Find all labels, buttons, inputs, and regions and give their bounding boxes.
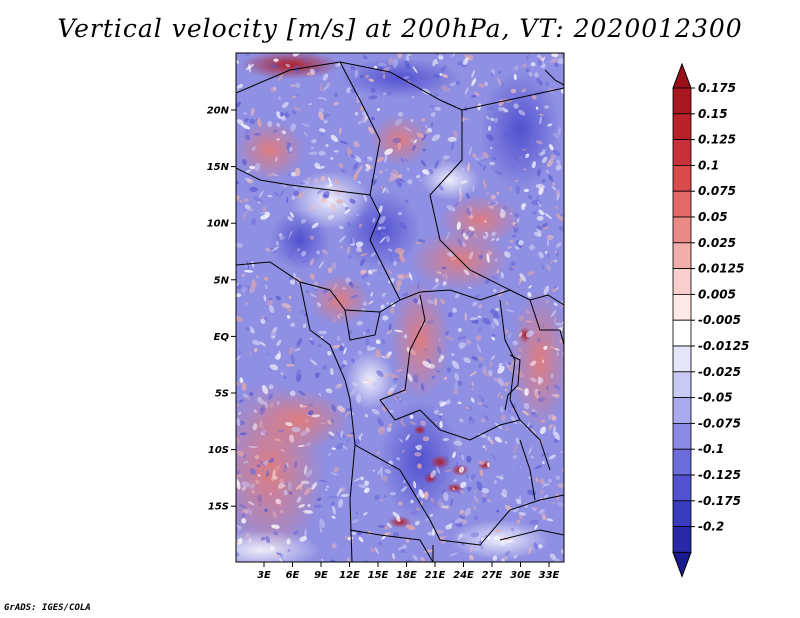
- lat-label: 15N: [207, 162, 230, 173]
- colorbar-label: -0.0125: [698, 339, 749, 353]
- lon-label: 15E: [368, 570, 389, 581]
- lon-label: 21E: [425, 570, 446, 581]
- lat-label: 20N: [207, 106, 230, 117]
- map-frame: [235, 52, 565, 563]
- velocity-field: [236, 53, 564, 562]
- colorbar-label: -0.2: [698, 520, 724, 534]
- colorbar-label: 0.175: [698, 81, 736, 95]
- colorbar-top-arrow: [672, 62, 692, 89]
- colorbar-label: 0.025: [698, 236, 736, 250]
- colorbar-label: 0.005: [698, 287, 736, 301]
- country-borders: [236, 61, 564, 562]
- colorbar-label: 0.15: [698, 107, 728, 121]
- lat-label: 15S: [208, 502, 229, 513]
- colorbar-swatch: [672, 268, 692, 295]
- colorbar-label: -0.175: [698, 494, 741, 508]
- longitude-axis: 3E 6E 9E 12E 15E 18E 21E 24E 27E 30E 33E: [257, 562, 560, 581]
- lat-label: 5S: [215, 389, 229, 400]
- lon-label: 12E: [339, 570, 360, 581]
- lon-label: 27E: [482, 570, 503, 581]
- lat-label: 10S: [208, 445, 229, 456]
- colorbar-label: -0.005: [698, 313, 741, 327]
- lon-label: 6E: [286, 570, 300, 581]
- colorbar-swatch: [672, 345, 692, 373]
- lon-label: 24E: [453, 570, 474, 581]
- lat-label: 5N: [214, 275, 230, 286]
- colorbar-swatch: [672, 216, 692, 244]
- colorbar-label: 0.075: [698, 184, 736, 198]
- colorbar-label: -0.125: [698, 468, 741, 482]
- colorbar-swatch: [672, 526, 692, 553]
- colorbar-swatch: [672, 87, 692, 115]
- plot-title: Vertical velocity [m/s] at 200hPa, VT: 2…: [57, 14, 743, 43]
- colorbar-label: -0.05: [698, 391, 733, 405]
- lon-label: 18E: [396, 570, 417, 581]
- colorbar-swatch: [672, 422, 692, 450]
- lat-label: EQ: [214, 332, 230, 343]
- colorbar-swatch: [672, 139, 692, 166]
- colorbar-swatch: [672, 500, 692, 527]
- colorbar-swatch: [672, 397, 692, 424]
- latitude-axis: 20N 15N 10N 5N EQ 5S 10S 15S: [207, 106, 236, 513]
- colorbar-swatch: [672, 319, 692, 347]
- colorbar-swatch: [672, 474, 692, 502]
- colorbar-label: 0.0125: [698, 262, 744, 276]
- colorbar-swatch: [672, 293, 692, 321]
- colorbar-label: -0.075: [698, 416, 741, 430]
- colorbar: 0.175 0.15 0.125 0.1 0.075 0.05 0.025 0.0125 0.0…: [672, 62, 749, 578]
- lon-label: 3E: [257, 570, 271, 581]
- colorbar-label: -0.025: [698, 365, 741, 379]
- colorbar-swatch: [672, 190, 692, 218]
- colorbar-swatch: [672, 448, 692, 476]
- lon-label: 9E: [314, 570, 328, 581]
- colorbar-swatch: [672, 113, 692, 141]
- footer-credit: GrADS: IGES/COLA: [4, 603, 91, 613]
- colorbar-bottom-arrow: [672, 551, 692, 578]
- lat-label: 10N: [207, 219, 230, 230]
- colorbar-label: 0.125: [698, 133, 736, 147]
- colorbar-label: 0.1: [698, 158, 719, 172]
- colorbar-label: 0.05: [698, 210, 728, 224]
- colorbar-label: -0.1: [698, 442, 724, 456]
- colorbar-swatch: [672, 164, 692, 192]
- lon-label: 33E: [539, 570, 560, 581]
- colorbar-swatch: [672, 242, 692, 270]
- colorbar-swatch: [672, 371, 692, 398]
- lon-label: 30E: [510, 570, 531, 581]
